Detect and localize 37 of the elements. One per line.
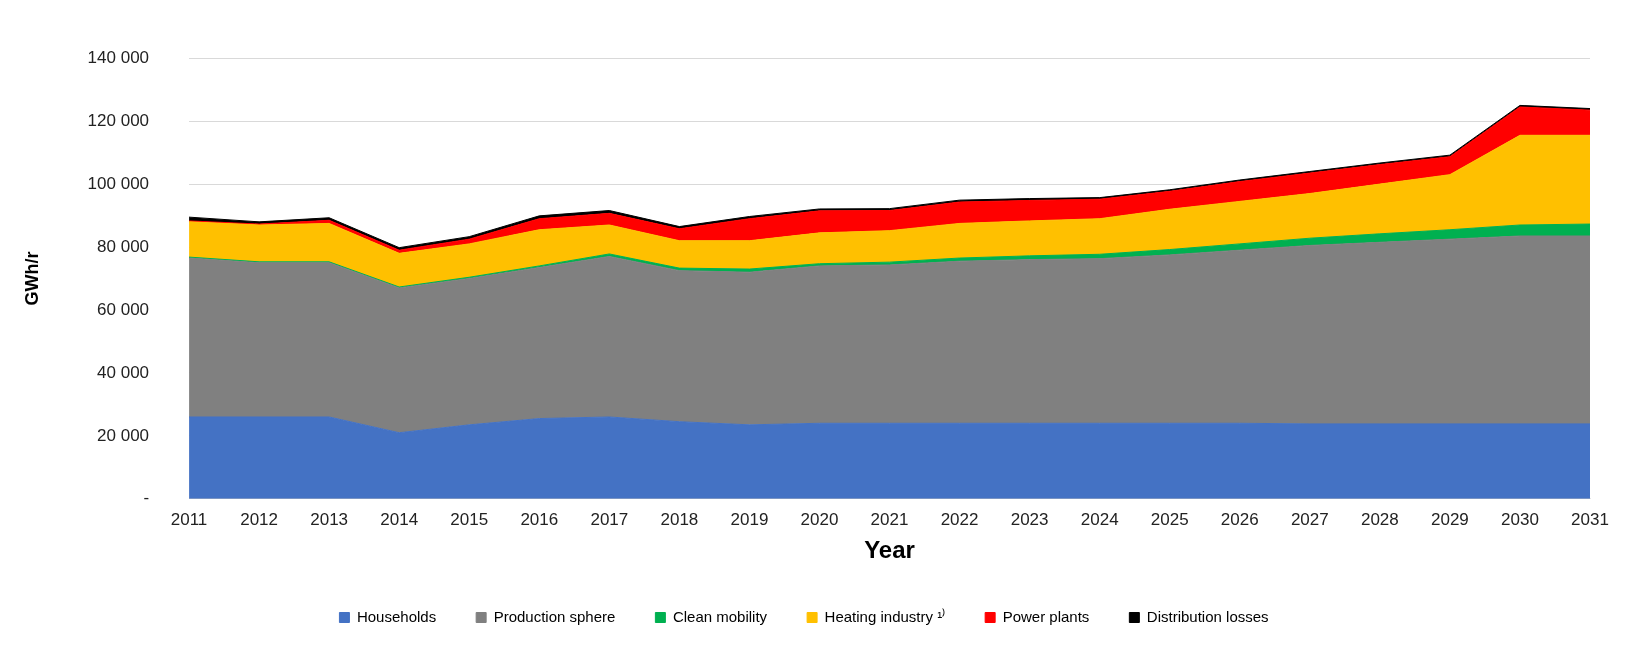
x-tick-label: 2020 [800,509,839,529]
x-tick-label: 2012 [240,509,279,529]
y-tick-label: 60 000 [97,299,150,319]
legend-label: Clean mobility [672,607,768,625]
x-tick-label: 2030 [1501,509,1539,529]
y-axis-title: GWh/r [21,251,42,306]
x-axis-title: Year [864,536,915,564]
x-tick-label: 2021 [870,509,909,529]
x-tick-label: 2031 [1571,509,1609,529]
y-tick-label: - [143,488,150,508]
y-tick-label: 100 000 [87,173,150,193]
x-tick-label: 2014 [380,509,419,529]
y-tick-label: 80 000 [97,236,150,256]
x-tick-label: 2029 [1430,509,1469,529]
x-tick-label: 2028 [1360,509,1399,529]
legend-label: Heating industry ¹⁾ [824,607,946,625]
legend-label: Power plants [1002,607,1090,625]
x-tick-label: 2013 [310,509,349,529]
x-tick-label: 2027 [1290,509,1329,529]
legend-label: Distribution losses [1146,607,1269,625]
y-tick-label: 20 000 [97,425,150,445]
x-tick-label: 2016 [520,509,559,529]
x-tick-label: 2026 [1220,509,1259,529]
x-tick-label: 2019 [730,509,769,529]
x-tick-label: 2025 [1150,509,1189,529]
legend-label: Households [356,607,437,625]
x-tick-label: 2024 [1080,509,1119,529]
y-tick-label: 140 000 [87,47,150,67]
x-tick-label: 2023 [1010,509,1049,529]
y-tick-label: 120 000 [87,110,150,130]
y-tick-label: 40 000 [97,362,150,382]
x-tick-label: 2022 [940,509,979,529]
legend-label: Production sphere [493,607,616,625]
x-tick-label: 2017 [590,509,629,529]
x-tick-label: 2015 [450,509,489,529]
x-tick-label: 2011 [170,509,208,529]
x-tick-label: 2018 [660,509,699,529]
